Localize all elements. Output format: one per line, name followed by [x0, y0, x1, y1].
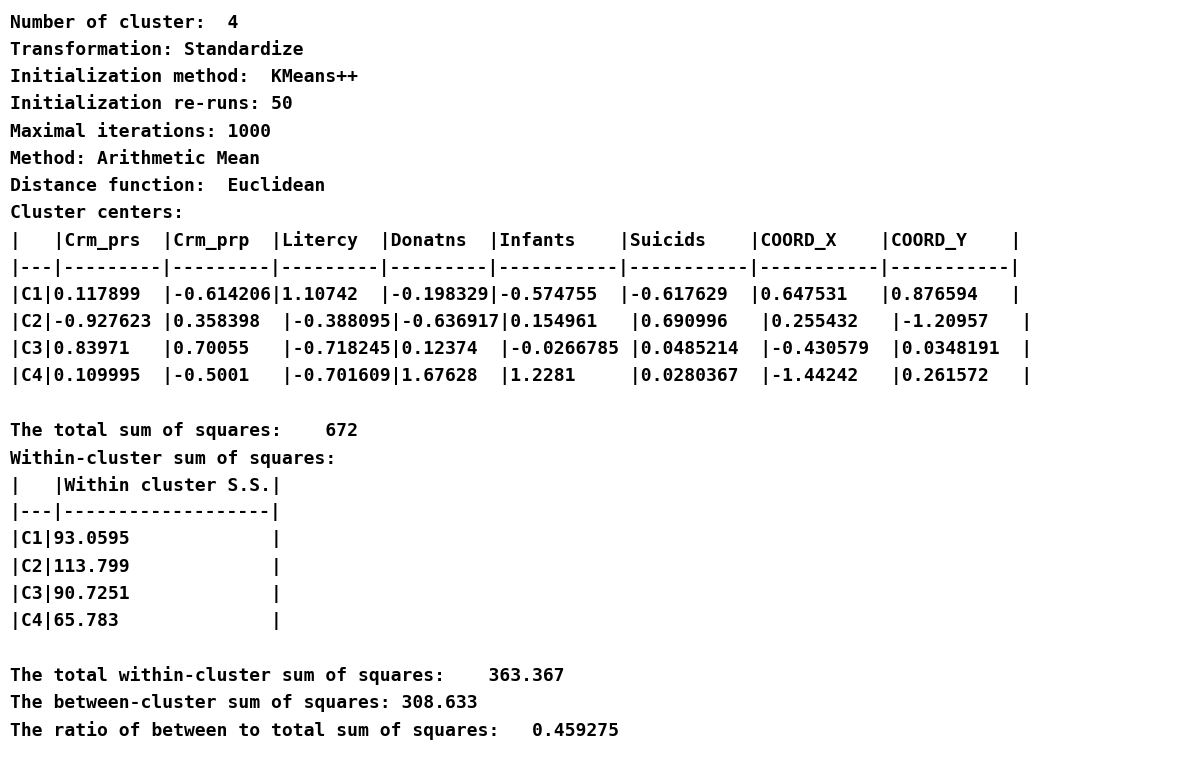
- Text: |   |Within cluster S.S.|: | |Within cluster S.S.|: [10, 476, 281, 495]
- Text: The between-cluster sum of squares: 308.633: The between-cluster sum of squares: 308.…: [10, 694, 477, 712]
- Text: Transformation: Standardize: Transformation: Standardize: [10, 41, 303, 59]
- Text: The ratio of between to total sum of squares:   0.459275: The ratio of between to total sum of squ…: [10, 721, 619, 740]
- Text: Maximal iterations: 1000: Maximal iterations: 1000: [10, 123, 270, 140]
- Text: |C3|0.83971   |0.70055   |-0.718245|0.12374  |-0.0266785 |0.0485214  |-0.430579 : |C3|0.83971 |0.70055 |-0.718245|0.12374 …: [10, 340, 1031, 358]
- Text: Within-cluster sum of squares:: Within-cluster sum of squares:: [10, 449, 335, 468]
- Text: Cluster centers:: Cluster centers:: [10, 204, 184, 222]
- Text: Initialization method:  KMeans++: Initialization method: KMeans++: [10, 68, 358, 86]
- Text: |C4|0.109995  |-0.5001   |-0.701609|1.67628  |1.2281     |0.0280367  |-1.44242  : |C4|0.109995 |-0.5001 |-0.701609|1.67628…: [10, 368, 1031, 385]
- Text: |C2|-0.927623 |0.358398  |-0.388095|-0.636917|0.154961   |0.690996   |0.255432  : |C2|-0.927623 |0.358398 |-0.388095|-0.63…: [10, 313, 1031, 331]
- Text: |C3|90.7251             |: |C3|90.7251 |: [10, 585, 281, 603]
- Text: |   |Crm_prs  |Crm_prp  |Litercy  |Donatns  |Infants    |Suicids    |COORD_X    : | |Crm_prs |Crm_prp |Litercy |Donatns |I…: [10, 231, 1020, 250]
- Text: |C2|113.799             |: |C2|113.799 |: [10, 558, 281, 575]
- Text: Method: Arithmetic Mean: Method: Arithmetic Mean: [10, 150, 260, 168]
- Text: |---|---------|---------|---------|---------|-----------|-----------|-----------: |---|---------|---------|---------|-----…: [10, 258, 1020, 277]
- Text: |---|-------------------|: |---|-------------------|: [10, 503, 281, 521]
- Text: |C1|93.0595             |: |C1|93.0595 |: [10, 530, 281, 548]
- Text: Initialization re-runs: 50: Initialization re-runs: 50: [10, 96, 292, 113]
- Text: |C1|0.117899  |-0.614206|1.10742  |-0.198329|-0.574755  |-0.617629  |0.647531   : |C1|0.117899 |-0.614206|1.10742 |-0.1983…: [10, 286, 1020, 303]
- Text: Distance function:  Euclidean: Distance function: Euclidean: [10, 177, 325, 195]
- Text: Number of cluster:  4: Number of cluster: 4: [10, 14, 238, 31]
- Text: |C4|65.783              |: |C4|65.783 |: [10, 612, 281, 630]
- Text: The total sum of squares:    672: The total sum of squares: 672: [10, 421, 358, 440]
- Text: The total within-cluster sum of squares:    363.367: The total within-cluster sum of squares:…: [10, 666, 564, 686]
